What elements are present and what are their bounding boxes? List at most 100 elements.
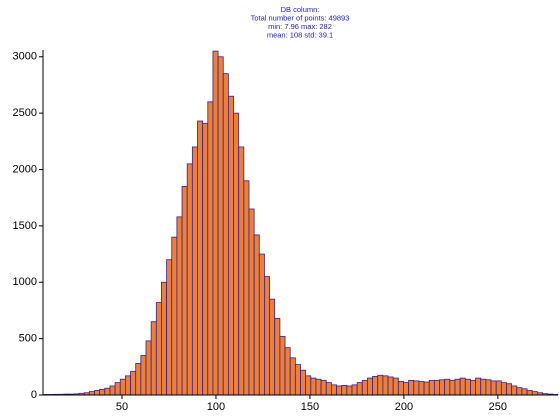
chart-title: mean: 108 std: 39.1 bbox=[267, 30, 333, 39]
bar bbox=[222, 73, 229, 396]
x-tick-label: 200 bbox=[395, 401, 413, 413]
bar bbox=[305, 375, 312, 396]
bar bbox=[166, 259, 173, 396]
bar bbox=[94, 390, 101, 396]
bar bbox=[526, 390, 533, 396]
y-tick-label: 2500 bbox=[13, 107, 37, 119]
bar bbox=[361, 379, 368, 396]
bar bbox=[521, 388, 528, 396]
bar bbox=[294, 364, 301, 396]
bar bbox=[500, 382, 507, 396]
bar bbox=[454, 378, 461, 396]
bar bbox=[351, 384, 358, 396]
bar bbox=[114, 382, 121, 396]
bar bbox=[459, 377, 466, 396]
bar bbox=[274, 317, 281, 396]
bar bbox=[423, 381, 430, 396]
bar bbox=[320, 379, 327, 396]
bar bbox=[408, 379, 415, 396]
bar bbox=[382, 375, 389, 396]
bar bbox=[516, 387, 523, 396]
bar bbox=[217, 56, 224, 396]
bar bbox=[135, 363, 142, 396]
bar bbox=[531, 391, 538, 396]
bar bbox=[197, 120, 204, 396]
bar bbox=[130, 370, 137, 396]
x-tick-label: 50 bbox=[116, 401, 128, 413]
bar bbox=[104, 387, 111, 396]
bar bbox=[330, 384, 337, 396]
bar bbox=[145, 340, 152, 396]
bar bbox=[212, 50, 219, 396]
bar bbox=[176, 216, 183, 396]
bar bbox=[269, 298, 276, 396]
bar bbox=[207, 101, 214, 396]
bar bbox=[397, 381, 404, 396]
bar bbox=[372, 375, 379, 396]
bar bbox=[300, 369, 307, 396]
y-tick-label: 2000 bbox=[13, 163, 37, 175]
bar bbox=[233, 112, 240, 396]
chart-title: min: 7.96 max: 282 bbox=[268, 22, 332, 31]
bar bbox=[315, 378, 322, 396]
x-tick-label: 150 bbox=[301, 401, 319, 413]
bar bbox=[99, 388, 106, 396]
bar bbox=[253, 234, 260, 396]
bar bbox=[506, 383, 513, 396]
bar bbox=[346, 385, 353, 396]
bar bbox=[377, 374, 384, 396]
bar bbox=[310, 377, 317, 396]
bar bbox=[495, 380, 502, 396]
bar bbox=[490, 380, 497, 396]
bar bbox=[279, 335, 286, 396]
bar bbox=[480, 378, 487, 396]
bar bbox=[403, 382, 410, 396]
bar bbox=[470, 379, 476, 396]
bar bbox=[186, 163, 193, 396]
bar bbox=[243, 180, 250, 396]
bar bbox=[140, 355, 147, 396]
x-tick-label: 100 bbox=[207, 401, 225, 413]
bar bbox=[191, 146, 198, 396]
y-tick-label: 500 bbox=[19, 333, 37, 345]
chart-title: Total number of points: 49893 bbox=[251, 13, 350, 22]
bar bbox=[444, 378, 451, 396]
bar bbox=[150, 321, 157, 396]
bar bbox=[264, 276, 270, 396]
bar bbox=[227, 95, 234, 396]
bar bbox=[367, 377, 373, 396]
bar bbox=[464, 378, 471, 396]
bar bbox=[161, 281, 168, 396]
bar bbox=[392, 377, 399, 396]
y-tick-label: 0 bbox=[31, 389, 37, 401]
bar bbox=[109, 385, 116, 396]
y-tick-label: 3000 bbox=[13, 51, 37, 63]
bar bbox=[171, 236, 178, 396]
x-tick-label: 250 bbox=[489, 401, 507, 413]
bar bbox=[428, 379, 435, 396]
bar bbox=[418, 381, 425, 396]
bar bbox=[125, 375, 131, 396]
y-tick-label: 1000 bbox=[13, 276, 37, 288]
bar bbox=[475, 377, 482, 396]
bar bbox=[336, 385, 343, 396]
bar bbox=[325, 382, 332, 396]
bar bbox=[449, 379, 456, 396]
bar bbox=[439, 379, 446, 396]
bar bbox=[258, 253, 265, 396]
bar bbox=[181, 186, 188, 396]
bar bbox=[356, 382, 363, 396]
bar bbox=[341, 385, 348, 396]
bar bbox=[88, 391, 95, 396]
bar bbox=[248, 208, 255, 396]
bar bbox=[289, 357, 296, 396]
y-tick-label: 1500 bbox=[13, 220, 37, 232]
bar bbox=[387, 376, 394, 396]
bar bbox=[485, 379, 492, 396]
bar bbox=[433, 379, 440, 396]
bar bbox=[119, 378, 126, 396]
bar bbox=[155, 302, 162, 396]
bar bbox=[413, 380, 420, 396]
bar bbox=[511, 385, 518, 396]
